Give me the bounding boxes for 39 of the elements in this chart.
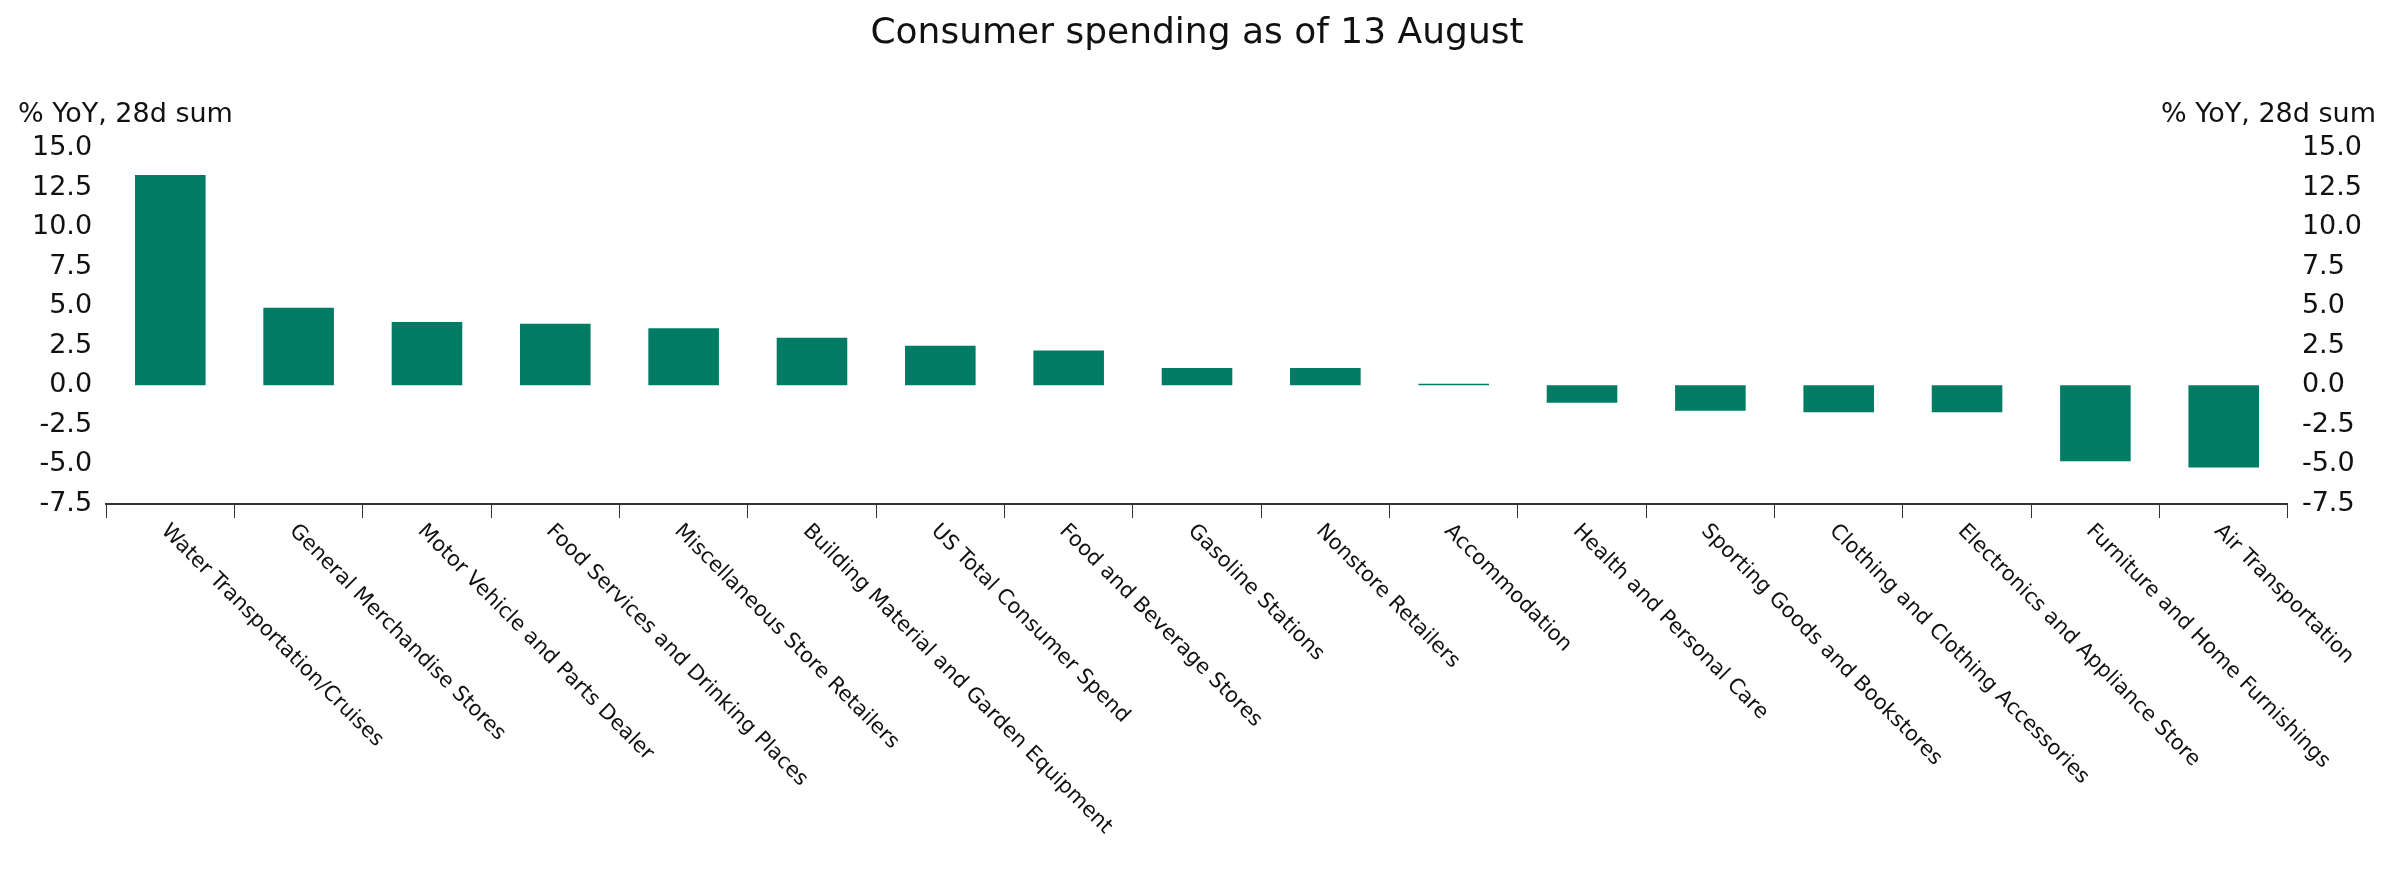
y-tick-label: 0.0 <box>49 367 93 399</box>
y2-tick-label: 12.5 <box>2301 169 2363 201</box>
y2-tick-label: -5.0 <box>2301 446 2355 478</box>
y2-tick-label: 0.0 <box>2301 367 2345 399</box>
y2-axis-title: % YoY, 28d sum <box>2161 96 2376 128</box>
y-tick-label: 10.0 <box>31 209 93 241</box>
y-tick-label: 12.5 <box>31 169 93 201</box>
y-tick-label: -5.0 <box>39 446 93 478</box>
y-tick-label: 15.0 <box>31 130 93 162</box>
bar <box>391 322 463 386</box>
bar <box>1675 385 1746 411</box>
bar <box>905 345 976 386</box>
bar <box>1931 385 2003 413</box>
y2-tick-label: 5.0 <box>2301 288 2345 320</box>
y-tick-label: -7.5 <box>39 486 93 518</box>
bar <box>648 328 719 386</box>
bar <box>1290 367 1361 386</box>
y2-tick-label: -2.5 <box>2301 406 2355 438</box>
bar <box>2188 385 2260 468</box>
bar <box>1546 385 1618 403</box>
y-axis-title: % YoY, 28d sum <box>18 96 233 128</box>
y2-tick-label: 10.0 <box>2301 209 2363 241</box>
bar <box>2060 385 2131 462</box>
y2-tick-label: 2.5 <box>2301 327 2345 359</box>
y-tick-label: -2.5 <box>39 406 93 438</box>
y2-tick-label: 7.5 <box>2301 248 2345 280</box>
y-tick-label: 7.5 <box>49 248 93 280</box>
bar <box>263 307 334 386</box>
y-tick-label: 2.5 <box>49 327 93 359</box>
bar <box>1803 385 1874 413</box>
chart-title: Consumer spending as of 13 August <box>870 10 1524 52</box>
y2-tick-label: 15.0 <box>2301 130 2363 162</box>
bar <box>520 323 591 386</box>
y2-tick-label: -7.5 <box>2301 486 2355 518</box>
bar <box>776 337 848 386</box>
y-tick-label: 5.0 <box>49 288 93 320</box>
bar <box>1033 350 1104 386</box>
bar <box>1161 367 1233 386</box>
bar <box>134 174 206 386</box>
